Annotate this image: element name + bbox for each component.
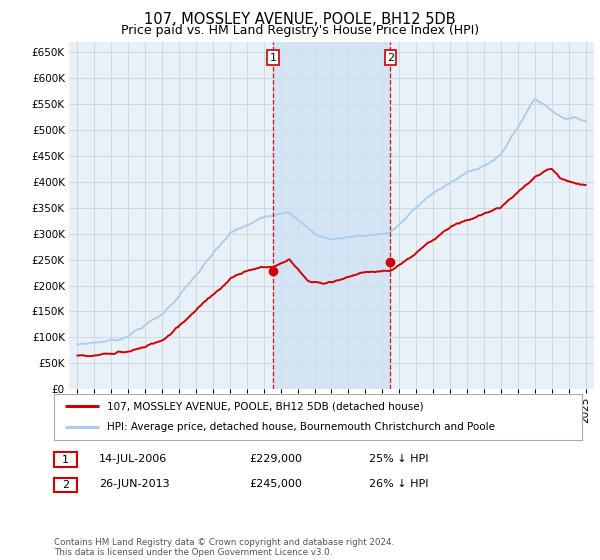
Text: HPI: Average price, detached house, Bournemouth Christchurch and Poole: HPI: Average price, detached house, Bour… — [107, 422, 495, 432]
Text: 2: 2 — [387, 53, 394, 63]
Text: 107, MOSSLEY AVENUE, POOLE, BH12 5DB: 107, MOSSLEY AVENUE, POOLE, BH12 5DB — [144, 12, 456, 27]
Text: 2: 2 — [62, 480, 69, 490]
Text: 107, MOSSLEY AVENUE, POOLE, BH12 5DB (detached house): 107, MOSSLEY AVENUE, POOLE, BH12 5DB (de… — [107, 401, 424, 411]
Text: 14-JUL-2006: 14-JUL-2006 — [99, 454, 167, 464]
Text: 26-JUN-2013: 26-JUN-2013 — [99, 479, 170, 489]
Text: 25% ↓ HPI: 25% ↓ HPI — [369, 454, 428, 464]
Bar — [273, 42, 391, 389]
Text: Price paid vs. HM Land Registry's House Price Index (HPI): Price paid vs. HM Land Registry's House … — [121, 24, 479, 37]
Text: 1: 1 — [62, 455, 69, 465]
Text: Contains HM Land Registry data © Crown copyright and database right 2024.
This d: Contains HM Land Registry data © Crown c… — [54, 538, 394, 557]
Text: £245,000: £245,000 — [249, 479, 302, 489]
Text: 26% ↓ HPI: 26% ↓ HPI — [369, 479, 428, 489]
Text: 1: 1 — [269, 53, 277, 63]
Text: £229,000: £229,000 — [249, 454, 302, 464]
